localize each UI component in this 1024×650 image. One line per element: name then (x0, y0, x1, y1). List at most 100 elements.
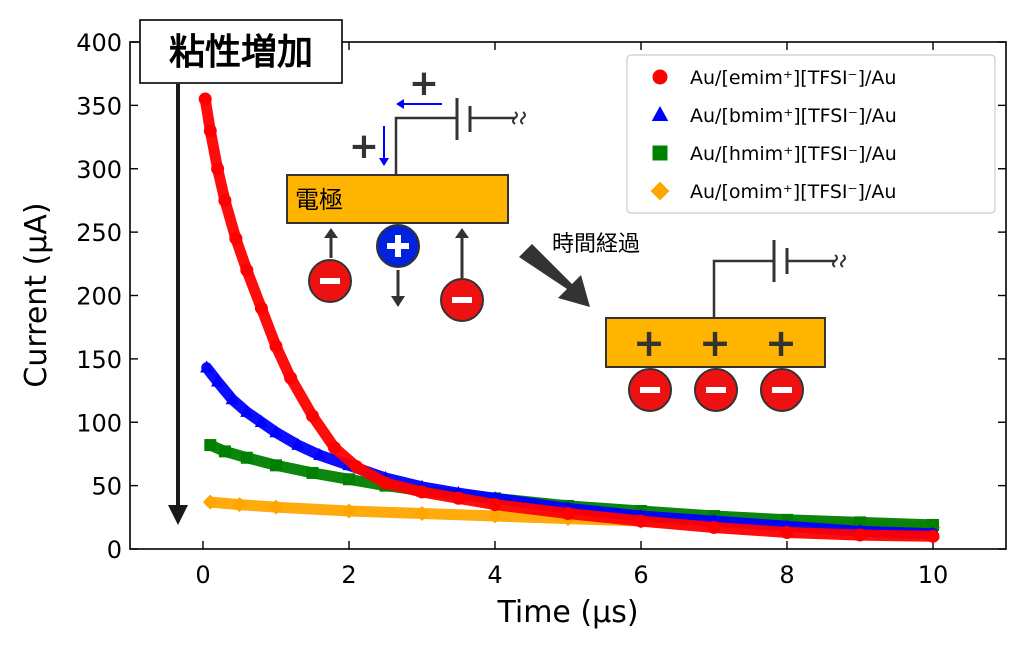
data-point (561, 507, 575, 521)
series-layer (198, 92, 941, 543)
x-axis-label: Time (μs) (496, 595, 638, 630)
data-point (203, 124, 217, 138)
x-tick-label: 8 (779, 561, 794, 589)
data-point (218, 193, 232, 207)
circuit2-open-end (832, 254, 846, 268)
legend-marker-0 (652, 69, 668, 85)
legend-label-0: Au/[emim⁺][TFSI⁻]/Au (690, 67, 896, 89)
anion2-2-minus (706, 387, 726, 393)
legend: Au/[emim⁺][TFSI⁻]/Au Au/[bmim⁺][TFSI⁻]/Au… (626, 54, 996, 214)
viscosity-label: 粘性増加 (169, 32, 313, 73)
electrode2-box (605, 317, 826, 368)
legend-label-3: Au/[omim⁺][TFSI⁻]/Au (690, 181, 896, 203)
x-tick-label: 6 (633, 561, 648, 589)
x-tick-label: 10 (918, 561, 949, 589)
y-tick-label: 250 (76, 219, 122, 247)
data-point (853, 528, 867, 542)
data-point (204, 439, 217, 452)
data-point (291, 437, 305, 450)
data-point (707, 520, 721, 534)
data-point (269, 339, 283, 353)
electrode2-plus-1: + (633, 321, 665, 365)
anion-arrow-left-head (324, 228, 338, 238)
series-0 (198, 92, 940, 543)
time-elapsed-label: 時間経過 (552, 232, 640, 257)
legend-box (626, 54, 996, 214)
y-tick-label: 350 (76, 92, 122, 120)
inset-diagram-after: + + + (605, 240, 846, 412)
circuit-wire-left (394, 116, 457, 175)
anion-left-minus (320, 278, 340, 284)
data-point (240, 404, 254, 417)
data-point (240, 451, 253, 464)
viscosity-arrowhead (168, 505, 188, 525)
data-point (488, 498, 502, 512)
time-elapsed-arrow (519, 244, 590, 307)
data-point (225, 392, 239, 405)
data-point (198, 92, 212, 106)
data-point (284, 371, 298, 385)
data-point (341, 503, 357, 519)
data-point (634, 514, 648, 528)
data-point (202, 494, 218, 510)
data-point (927, 518, 939, 531)
anion-right-minus (452, 297, 472, 303)
data-point (415, 485, 429, 499)
data-point (218, 445, 231, 458)
cation-plus-v (395, 235, 401, 257)
y-tick-label: 150 (76, 346, 122, 374)
data-point (487, 508, 503, 524)
data-point (349, 460, 363, 474)
data-point (211, 162, 225, 176)
data-point (343, 473, 355, 486)
inset-diagram-before: + + 電極 (286, 63, 526, 322)
data-point (269, 425, 283, 438)
data-point (452, 491, 465, 505)
x-tick-label: 0 (195, 561, 210, 589)
data-point (414, 506, 430, 522)
y-tick-label: 300 (76, 156, 122, 184)
electrode-box (286, 174, 509, 224)
legend-label-1: Au/[bmim⁺][TFSI⁻]/Au (690, 105, 897, 127)
circuit2-wire-left (712, 259, 774, 318)
cation-arrow-down-head (391, 296, 405, 307)
legend-label-2: Au/[hmim⁺][TFSI⁻]/Au (690, 143, 897, 165)
y-tick-label: 100 (76, 409, 122, 437)
anion-arrow-right-head (455, 228, 469, 238)
data-point (306, 466, 319, 479)
x-tick-label: 4 (487, 561, 502, 589)
data-point (254, 415, 268, 428)
x-tick-label: 2 (341, 561, 356, 589)
anion2-3-minus (772, 387, 792, 393)
data-point (327, 441, 341, 455)
viscosity-label-box (139, 19, 343, 84)
data-point (926, 529, 940, 543)
data-point (270, 459, 282, 472)
electrode2-plus-2: + (699, 321, 731, 365)
y-axis-label: Current (μA) (19, 202, 54, 387)
data-point (240, 263, 254, 277)
plus-sign-top: + (409, 63, 439, 104)
series-line (199, 93, 939, 542)
anion2-1-minus (640, 387, 660, 393)
data-point (211, 374, 225, 387)
legend-marker-3 (650, 181, 670, 201)
time-elapsed-annotation: 時間経過 (519, 232, 640, 307)
y-tick-label: 0 (107, 536, 122, 564)
data-point (200, 360, 214, 373)
data-point (229, 231, 243, 245)
y-tick-label: 50 (91, 473, 122, 501)
data-point (379, 476, 392, 490)
legend-marker-2 (652, 145, 668, 161)
data-point (232, 497, 247, 513)
data-point (313, 448, 327, 461)
data-point (268, 499, 284, 515)
legend-marker-1 (651, 106, 669, 121)
data-point (306, 409, 319, 423)
circuit-open-end (512, 111, 526, 125)
current-arrow-horizontal-head (396, 99, 404, 109)
y-tick-label: 200 (76, 283, 122, 311)
data-point (854, 516, 866, 529)
